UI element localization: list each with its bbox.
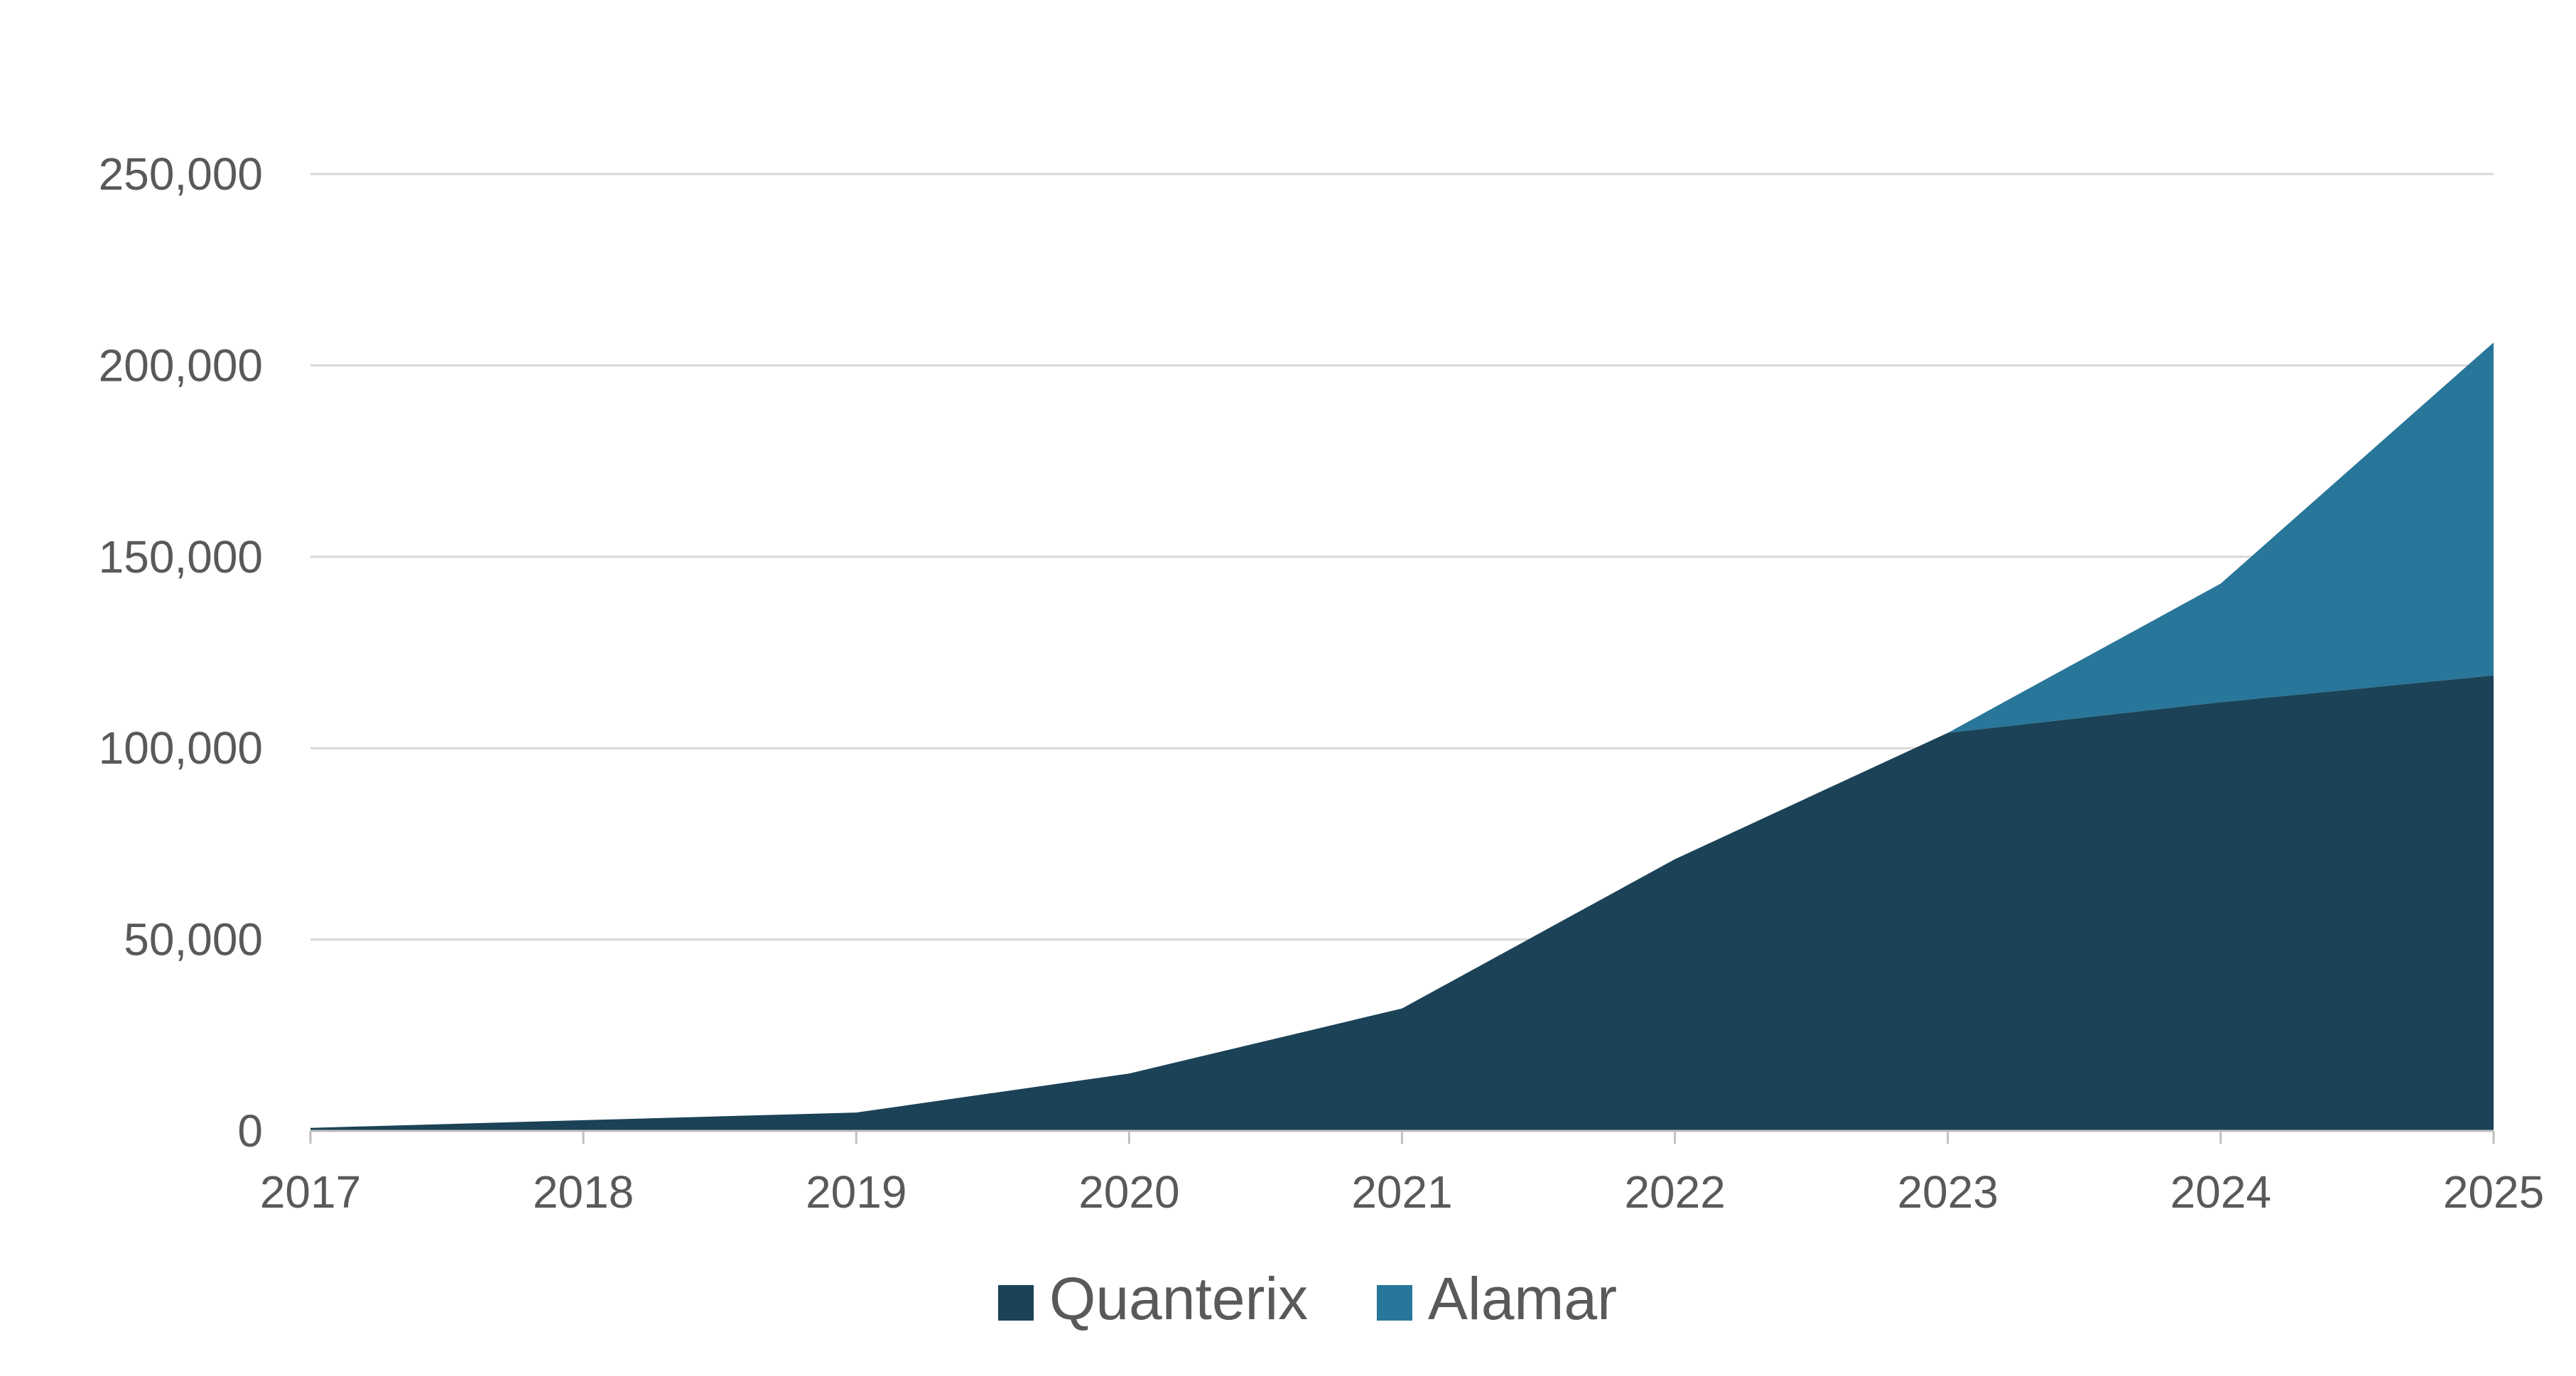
y-tick-label: 0 — [237, 1105, 263, 1156]
area-series-quanterix — [310, 675, 2494, 1131]
series-areas — [310, 342, 2494, 1131]
x-tick-label: 2017 — [260, 1166, 361, 1218]
x-tick-label: 2022 — [1624, 1166, 1725, 1218]
legend-swatch-alamar — [1377, 1285, 1412, 1321]
legend-label-quanterix: Quanterix — [1049, 1265, 1308, 1332]
x-tick-label: 2025 — [2443, 1166, 2544, 1218]
y-axis-tick-labels: 0 50,000 100,000 150,000 200,000 250,000 — [99, 148, 263, 1156]
x-axis-tick-labels: 2017 2018 2019 2020 2021 2022 2023 2024 2025 — [260, 1166, 2544, 1218]
y-tick-label: 150,000 — [99, 531, 263, 583]
x-tick-label: 2023 — [1898, 1166, 1998, 1218]
x-tick-label: 2020 — [1078, 1166, 1179, 1218]
legend-swatch-quanterix — [998, 1285, 1034, 1321]
y-tick-label: 250,000 — [99, 148, 263, 200]
legend-label-alamar: Alamar — [1428, 1265, 1617, 1332]
x-tick-label: 2019 — [806, 1166, 907, 1218]
x-tick-label: 2021 — [1351, 1166, 1452, 1218]
x-tick-label: 2018 — [533, 1166, 634, 1218]
y-tick-label: 200,000 — [99, 340, 263, 391]
legend: Quanterix Alamar — [998, 1265, 1617, 1332]
x-tick-label: 2024 — [2170, 1166, 2271, 1218]
y-tick-label: 50,000 — [124, 914, 263, 965]
y-tick-label: 100,000 — [99, 722, 263, 774]
x-axis — [309, 1129, 2495, 1144]
